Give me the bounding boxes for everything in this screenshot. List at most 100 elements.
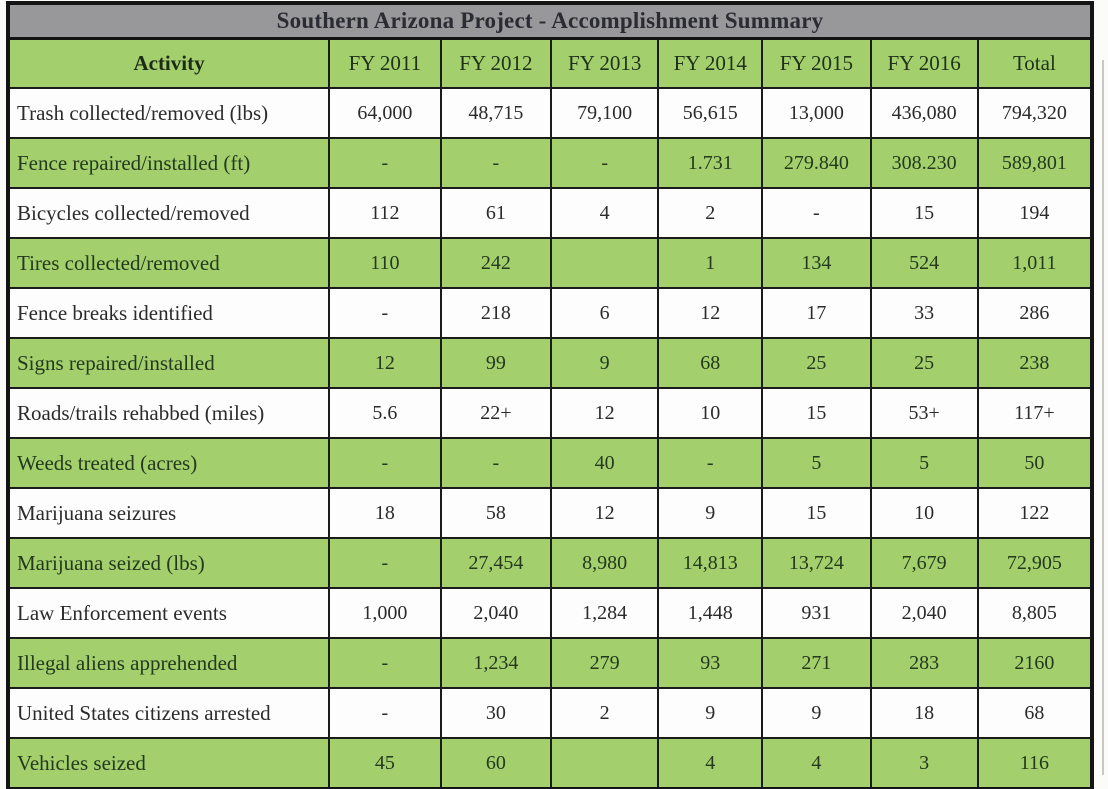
activity-cell: Roads/trails rehabbed (miles) — [7, 387, 331, 439]
table-cell: 2 — [550, 687, 660, 739]
table-cell: - — [657, 437, 764, 489]
table-cell: 12 — [550, 387, 660, 439]
table-cell: 1.731 — [657, 137, 764, 189]
table-cell: 931 — [761, 587, 872, 639]
table-title-row: Southern Arizona Project - Accomplishmen… — [7, 2, 1093, 40]
table-cell: 9 — [761, 687, 872, 739]
table-cell: 2,040 — [439, 587, 553, 639]
activity-cell: Trash collected/removed (lbs) — [7, 87, 331, 139]
table-cell: 53+ — [869, 387, 979, 439]
table-cell: 589,801 — [976, 137, 1093, 189]
column-header-fy2014: FY 2014 — [657, 37, 764, 89]
table-cell: 45 — [328, 737, 442, 789]
table-cell: 524 — [869, 237, 979, 289]
column-header-activity: Activity — [7, 37, 331, 89]
activity-cell: Signs repaired/installed — [7, 337, 331, 389]
table-cell: 283 — [869, 637, 979, 689]
table-cell: 271 — [761, 637, 872, 689]
table-cell: 5 — [761, 437, 872, 489]
column-header-total: Total — [976, 37, 1093, 89]
table-cell: 7,679 — [869, 537, 979, 589]
table-cell: 30 — [439, 687, 553, 739]
activity-cell: Tires collected/removed — [7, 237, 331, 289]
table-cell: 1,448 — [657, 587, 764, 639]
table-cell: - — [328, 287, 442, 339]
table-cell: 9 — [657, 687, 764, 739]
table-cell: 116 — [976, 737, 1093, 789]
table-cell: 4 — [550, 187, 660, 239]
table-cell: 286 — [976, 287, 1093, 339]
table-cell: 1,000 — [328, 587, 442, 639]
table-cell: 2 — [657, 187, 764, 239]
table-cell: 4 — [657, 737, 764, 789]
table-cell: 194 — [976, 187, 1093, 239]
table-row-illegal-aliens: Illegal aliens apprehended - 1,234 279 9… — [7, 637, 1093, 689]
table-cell: 18 — [869, 687, 979, 739]
column-header-fy2012: FY 2012 — [439, 37, 553, 89]
table-cell — [550, 737, 660, 789]
table-cell: 27,454 — [439, 537, 553, 589]
table-row-fence-repaired: Fence repaired/installed (ft) - - - 1.73… — [7, 137, 1093, 189]
table-cell: 40 — [550, 437, 660, 489]
table-cell: 110 — [328, 237, 442, 289]
table-cell: - — [328, 437, 442, 489]
table-cell: 117+ — [976, 387, 1093, 439]
table-cell: 134 — [761, 237, 872, 289]
table-cell: - — [328, 537, 442, 589]
table-cell: 50 — [976, 437, 1093, 489]
table-cell: 79,100 — [550, 87, 660, 139]
table-cell: 1,234 — [439, 637, 553, 689]
table-cell: - — [439, 437, 553, 489]
table-cell: 56,615 — [657, 87, 764, 139]
table-row-marijuana-seized: Marijuana seized (lbs) - 27,454 8,980 14… — [7, 537, 1093, 589]
table-cell: - — [328, 687, 442, 739]
table-cell: 242 — [439, 237, 553, 289]
table-title: Southern Arizona Project - Accomplishmen… — [7, 2, 1093, 40]
table-row-tires: Tires collected/removed 110 242 1 134 52… — [7, 237, 1093, 289]
table-cell: 238 — [976, 337, 1093, 389]
activity-cell: Weeds treated (acres) — [7, 437, 331, 489]
column-header-fy2016: FY 2016 — [869, 37, 979, 89]
table-cell: 5 — [869, 437, 979, 489]
table-cell: 18 — [328, 487, 442, 539]
table-cell — [550, 237, 660, 289]
table-cell: - — [761, 187, 872, 239]
table-cell: 25 — [869, 337, 979, 389]
table-cell: 14,813 — [657, 537, 764, 589]
table-row-marijuana-seizures: Marijuana seizures 18 58 12 9 15 10 122 — [7, 487, 1093, 539]
table-cell: 8,980 — [550, 537, 660, 589]
table-row-law-enforcement: Law Enforcement events 1,000 2,040 1,284… — [7, 587, 1093, 639]
table-cell: 15 — [761, 387, 872, 439]
table-cell: 99 — [439, 337, 553, 389]
table-cell: - — [550, 137, 660, 189]
table-cell: 9 — [550, 337, 660, 389]
table-row-weeds: Weeds treated (acres) - - 40 - 5 5 50 — [7, 437, 1093, 489]
activity-cell: Marijuana seized (lbs) — [7, 537, 331, 589]
table-cell: 1,011 — [976, 237, 1093, 289]
table-cell: 1 — [657, 237, 764, 289]
table-cell: 218 — [439, 287, 553, 339]
table-cell: 68 — [976, 687, 1093, 739]
table-cell: 112 — [328, 187, 442, 239]
table-row-citizens-arrested: United States citizens arrested - 30 2 9… — [7, 687, 1093, 739]
table-header-row: Activity FY 2011 FY 2012 FY 2013 FY 2014… — [7, 37, 1093, 89]
table-row-vehicles-seized: Vehicles seized 45 60 4 4 3 116 — [7, 737, 1093, 789]
table-cell: 279 — [550, 637, 660, 689]
activity-cell: Fence breaks identified — [7, 287, 331, 339]
activity-cell: Marijuana seizures — [7, 487, 331, 539]
table-cell: - — [328, 637, 442, 689]
column-header-fy2015: FY 2015 — [761, 37, 872, 89]
table-cell: - — [328, 137, 442, 189]
table-cell: - — [439, 137, 553, 189]
table-cell: 9 — [657, 487, 764, 539]
table-cell: 3 — [869, 737, 979, 789]
table-cell: 72,905 — [976, 537, 1093, 589]
table-cell: 33 — [869, 287, 979, 339]
table-cell: 1,284 — [550, 587, 660, 639]
table-row-roads-trails: Roads/trails rehabbed (miles) 5.6 22+ 12… — [7, 387, 1093, 439]
table-cell: 12 — [550, 487, 660, 539]
table-cell: 68 — [657, 337, 764, 389]
table-row-signs: Signs repaired/installed 12 99 9 68 25 2… — [7, 337, 1093, 389]
table-cell: 15 — [869, 187, 979, 239]
